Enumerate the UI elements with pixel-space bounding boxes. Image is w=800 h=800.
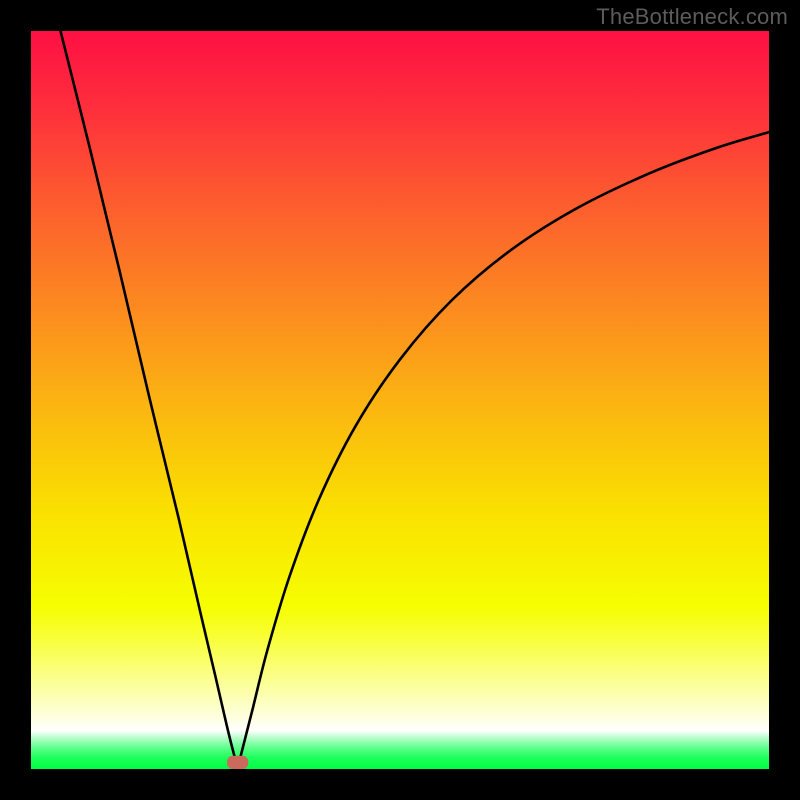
minimum-marker (227, 756, 248, 769)
bottleneck-chart (31, 31, 769, 769)
chart-background (31, 31, 769, 769)
chart-frame: TheBottleneck.com (0, 0, 800, 800)
watermark-text: TheBottleneck.com (596, 4, 788, 30)
